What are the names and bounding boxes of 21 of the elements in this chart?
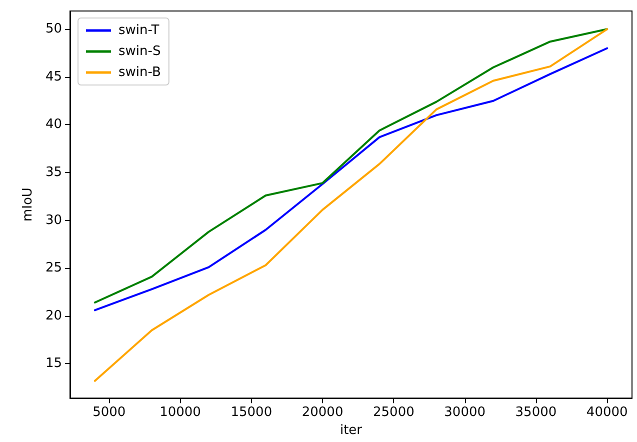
x-tick-label: 35000	[515, 405, 557, 420]
x-tick-label: 5000	[92, 405, 126, 420]
x-tick-label: 15000	[230, 405, 272, 420]
y-tick-label: 25	[45, 260, 62, 276]
y-tick-label: 30	[45, 212, 62, 228]
x-tick-label: 30000	[444, 405, 486, 420]
x-tick-label: 10000	[160, 405, 201, 420]
x-tick-label: 20000	[302, 405, 344, 420]
x-axis-title: iter	[340, 423, 363, 438]
legend-label: swin-S	[118, 44, 161, 59]
y-tick-label: 20	[45, 308, 62, 324]
y-tick-label: 15	[45, 356, 62, 372]
legend-label: swin-T	[118, 23, 160, 38]
legend-label: swin-B	[118, 65, 161, 80]
y-tick-label: 35	[45, 165, 62, 180]
y-tick-label: 50	[45, 22, 62, 37]
x-tick-label: 40000	[586, 405, 628, 420]
x-tick-label: 25000	[373, 405, 414, 420]
y-tick-label: 40	[45, 117, 62, 132]
y-axis-title: mIoU	[20, 188, 36, 222]
y-tick-label: 45	[45, 69, 62, 84]
